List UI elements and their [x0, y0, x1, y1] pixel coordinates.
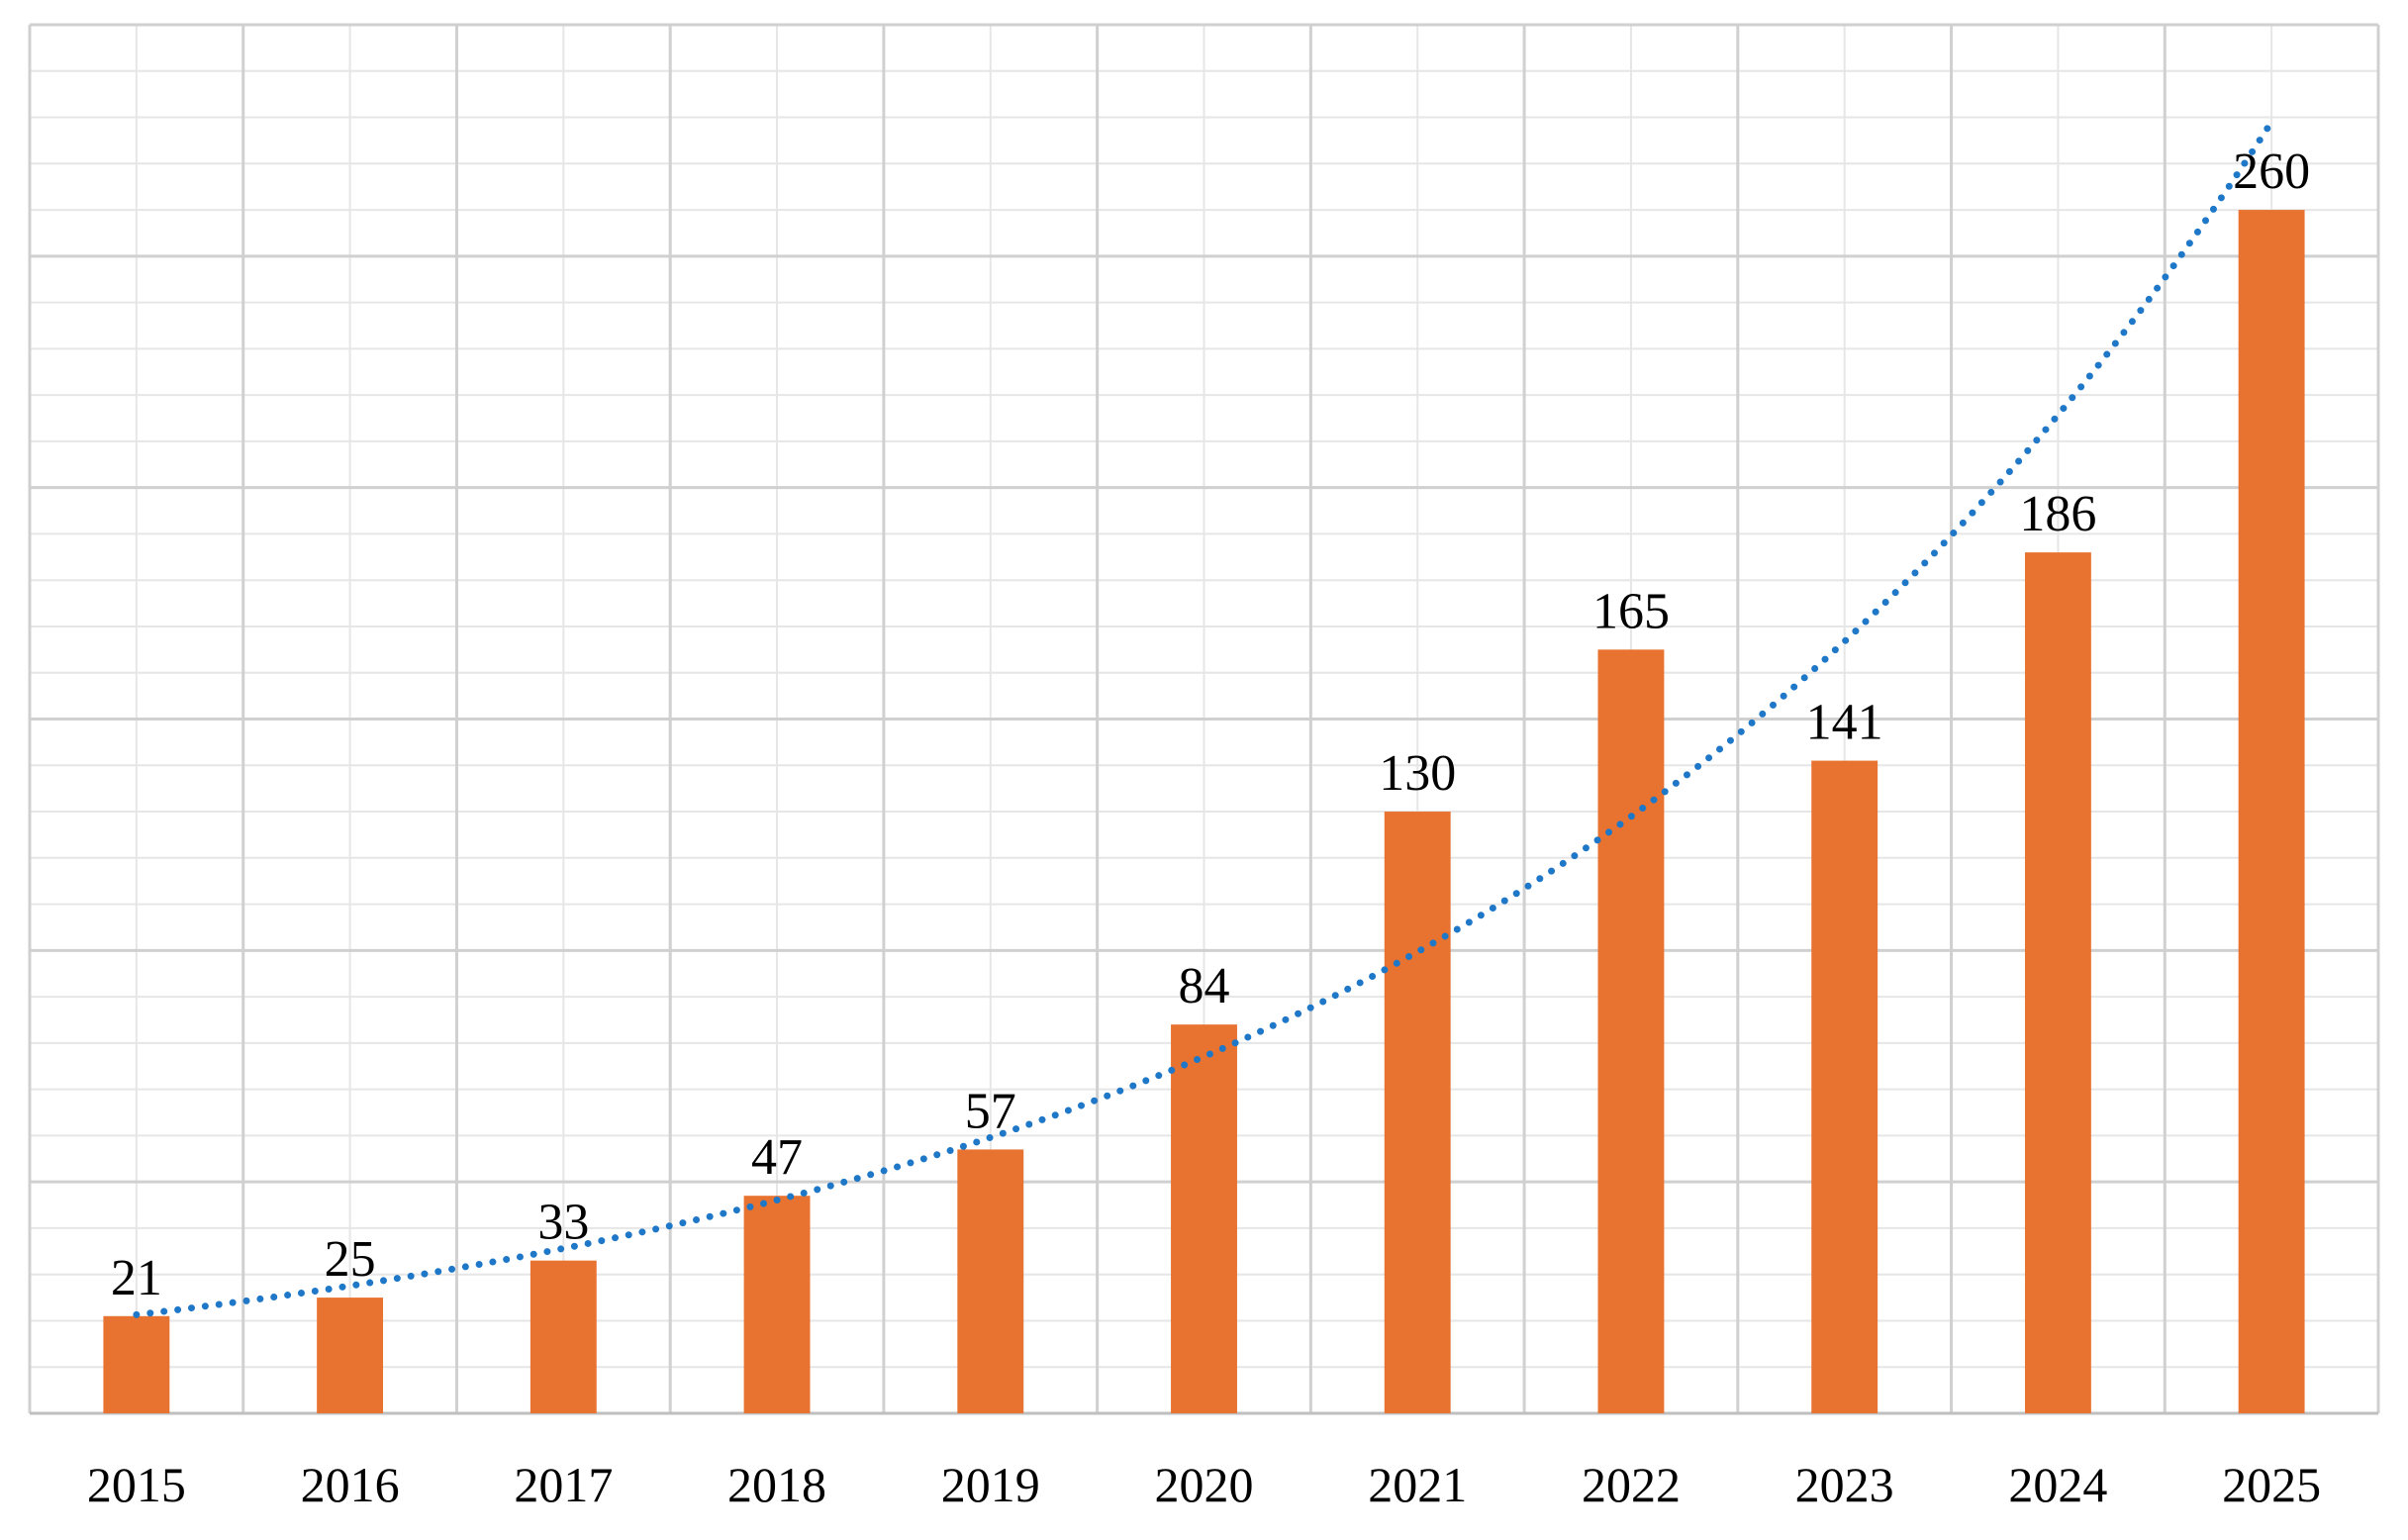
bar-2017 — [530, 1260, 597, 1413]
x-tick-label-2017: 2017 — [514, 1457, 613, 1512]
data-label-2015: 21 — [111, 1250, 162, 1306]
x-axis-tick-labels: 2015 2016 2017 2018 2019 2020 2021 2022 2023 2024… — [87, 1457, 2321, 1512]
data-label-2020: 84 — [1179, 958, 1230, 1014]
data-label-2024: 186 — [2019, 486, 2096, 542]
bar-2024 — [2024, 552, 2091, 1413]
data-label-2019: 57 — [965, 1083, 1016, 1139]
bar-2019 — [957, 1149, 1024, 1413]
bar-2015 — [103, 1315, 170, 1413]
bar-series — [103, 210, 2305, 1414]
x-tick-label-2025: 2025 — [2222, 1457, 2321, 1512]
data-label-2025: 260 — [2233, 144, 2310, 200]
x-tick-label-2021: 2021 — [1368, 1457, 1467, 1512]
x-tick-label-2023: 2023 — [1795, 1457, 1894, 1512]
data-label-2023: 141 — [1806, 695, 1883, 751]
data-labels: 21 25 33 47 57 84 130 165 141 186 260 — [111, 144, 2310, 1306]
data-label-2018: 47 — [751, 1129, 803, 1186]
data-label-2017: 33 — [537, 1195, 589, 1251]
x-tick-label-2020: 2020 — [1155, 1457, 1254, 1512]
x-tick-label-2019: 2019 — [941, 1457, 1040, 1512]
x-tick-label-2018: 2018 — [727, 1457, 826, 1512]
bar-2016 — [317, 1298, 384, 1413]
bar-2022 — [1597, 649, 1665, 1413]
trendline — [133, 118, 2275, 1318]
data-label-2022: 165 — [1592, 583, 1670, 639]
bar-2018 — [743, 1196, 811, 1413]
major-gridlines — [28, 23, 2380, 1415]
x-tick-label-2024: 2024 — [2008, 1457, 2107, 1512]
x-tick-label-2022: 2022 — [1582, 1457, 1681, 1512]
bar-2020 — [1171, 1024, 1237, 1413]
bar-2023 — [1811, 760, 1878, 1413]
x-tick-label-2015: 2015 — [87, 1457, 186, 1512]
trendline-group — [133, 118, 2275, 1318]
data-label-2016: 25 — [325, 1231, 376, 1288]
x-tick-label-2016: 2016 — [301, 1457, 400, 1512]
bar-2025 — [2238, 210, 2305, 1414]
bar-2021 — [1384, 812, 1451, 1413]
data-label-2021: 130 — [1379, 745, 1456, 802]
